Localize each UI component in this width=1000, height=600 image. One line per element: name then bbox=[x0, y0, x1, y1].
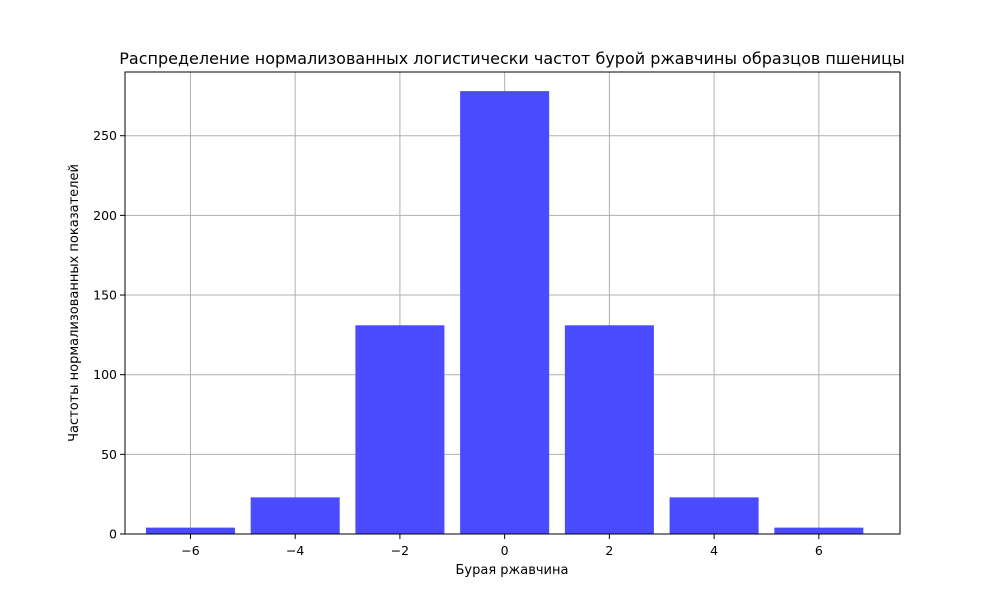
y-axis: 0 50 100 150 200 250 bbox=[93, 128, 125, 542]
bar bbox=[145, 527, 235, 534]
x-tick-label: −4 bbox=[286, 543, 304, 558]
y-tick-label: 0 bbox=[109, 527, 117, 542]
y-tick-label: 100 bbox=[93, 367, 117, 382]
plot-frame bbox=[124, 71, 901, 535]
x-tick-label: 6 bbox=[815, 543, 823, 558]
bar bbox=[250, 497, 340, 534]
bar bbox=[460, 91, 550, 534]
y-tick-label: 150 bbox=[93, 288, 117, 303]
x-axis: −6 −4 −2 0 2 4 6 bbox=[181, 534, 823, 558]
x-axis-label: Бурая ржавчина bbox=[456, 563, 569, 578]
x-tick-label: 2 bbox=[605, 543, 613, 558]
bars bbox=[145, 91, 864, 534]
x-tick-label: 0 bbox=[501, 543, 509, 558]
bar bbox=[564, 325, 654, 534]
y-tick-label: 250 bbox=[93, 128, 117, 143]
bar bbox=[774, 527, 864, 534]
x-tick-label: −6 bbox=[181, 543, 199, 558]
y-axis-label: Частоты нормализованных показателей bbox=[67, 164, 82, 442]
y-tick-label: 200 bbox=[93, 208, 117, 223]
x-tick-label: −2 bbox=[391, 543, 409, 558]
bar bbox=[355, 325, 445, 534]
bar bbox=[669, 497, 759, 534]
y-tick-label: 50 bbox=[101, 447, 117, 462]
chart-title: Распределение нормализованных логистичес… bbox=[119, 49, 904, 68]
x-tick-label: 4 bbox=[710, 543, 718, 558]
